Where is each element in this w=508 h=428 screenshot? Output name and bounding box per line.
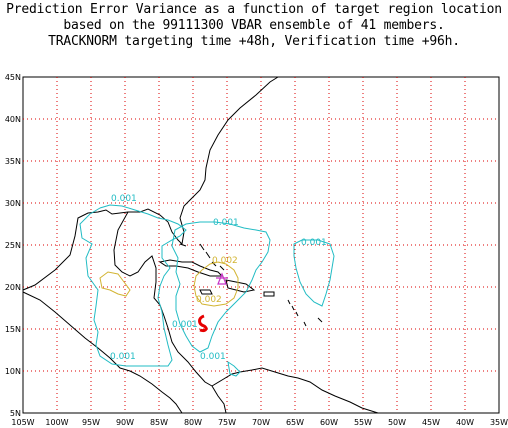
lon-tick-label: 75W <box>218 418 236 427</box>
yucatan-coast <box>113 211 213 387</box>
maximum-marker <box>198 314 208 332</box>
contours-0002 <box>99 261 239 307</box>
lat-tick-label: 15N <box>5 325 21 334</box>
florida-tip <box>179 243 187 247</box>
contours-0001 <box>79 204 335 377</box>
contour-0002-west <box>99 271 131 297</box>
south-america-inner <box>211 385 227 414</box>
contour-0001-central <box>171 221 271 353</box>
lon-tick-label: 105W <box>11 418 34 427</box>
lat-tick-label: 10N <box>5 367 21 376</box>
puerto-rico <box>263 291 275 297</box>
lat-tick-label: 35N <box>5 157 21 166</box>
contour-0002-central <box>193 261 239 307</box>
us-gulf-coast <box>22 76 279 291</box>
lat-tick-label: 40N <box>5 115 21 124</box>
mexico-central-america-coast <box>22 291 183 414</box>
lat-tick-label: 20N <box>5 283 21 292</box>
contour-label: 0.002 <box>196 295 222 305</box>
lon-tick-label: 85W <box>150 418 168 427</box>
lon-tick-label: 90W <box>116 418 134 427</box>
lon-tick-label: 50W <box>388 418 406 427</box>
lat-tick-label: 30N <box>5 199 21 208</box>
contour-label: 0.001 <box>301 238 327 248</box>
lon-tick-label: 70W <box>252 418 270 427</box>
title-line-2: based on the 99111300 VBAR ensemble of 4… <box>63 18 445 33</box>
contour-label: 0.001 <box>110 352 136 362</box>
contour-0001-south-blob <box>227 360 241 377</box>
lon-tick-label: 100W <box>45 418 68 427</box>
lon-tick-label: 35W <box>490 418 508 427</box>
title-line-3: TRACKNORM targeting time +48h, Verificat… <box>48 34 460 49</box>
longitude-tick-labels: 105W 100W 95W 90W 85W 80W 75W 70W 65W 60W 55W 50W 45… <box>11 418 508 427</box>
lon-tick-label: 40W <box>456 418 474 427</box>
contour-label: 0.001 <box>172 320 198 330</box>
lon-tick-label: 95W <box>82 418 100 427</box>
lat-tick-label: 45N <box>5 73 21 82</box>
lesser-antilles <box>287 299 323 327</box>
south-america-coast <box>211 367 379 414</box>
lat-tick-label: 25N <box>5 241 21 250</box>
contour-0001-west <box>79 204 187 367</box>
jamaica <box>199 289 213 295</box>
coastlines <box>22 76 379 414</box>
title-line-1: Prediction Error Variance as a function … <box>6 2 502 17</box>
contour-label: 0.002 <box>212 256 238 266</box>
contour-label: 0.001 <box>213 218 239 228</box>
contour-label: 0.001 <box>200 352 226 362</box>
lon-tick-label: 65W <box>286 418 304 427</box>
lat-tick-label: 5N <box>10 409 21 418</box>
cuba <box>158 259 224 277</box>
contour-0001-east <box>293 239 335 307</box>
hispaniola <box>225 279 256 293</box>
lon-tick-label: 55W <box>354 418 372 427</box>
lon-tick-label: 60W <box>320 418 338 427</box>
latitude-tick-labels: 5N 10N 15N 20N 25N 30N 35N 40N 45N <box>5 73 21 418</box>
minimum-marker <box>216 272 228 285</box>
contour-labels: 0.001 0.001 0.001 0.001 0.001 0.001 0.00… <box>110 194 327 362</box>
bahamas <box>199 243 225 271</box>
lat-lon-grid <box>23 77 499 413</box>
contour-label: 0.001 <box>111 194 137 204</box>
lon-tick-label: 80W <box>184 418 202 427</box>
lon-tick-label: 45W <box>422 418 440 427</box>
